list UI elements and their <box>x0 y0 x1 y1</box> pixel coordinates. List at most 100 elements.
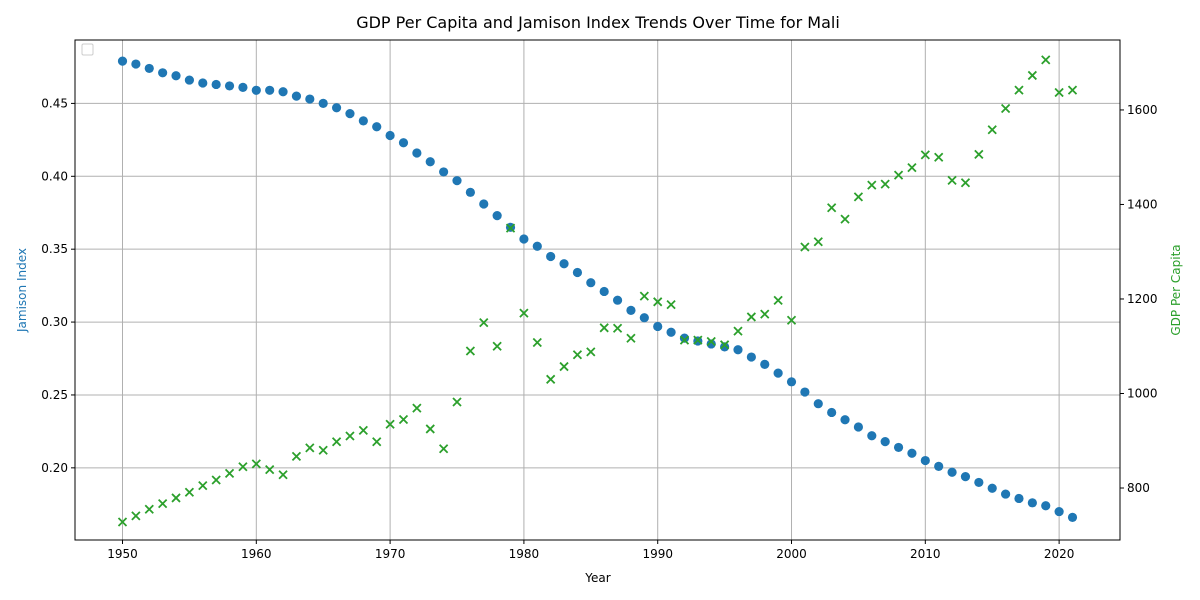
jamison-point <box>586 278 596 288</box>
jamison-point <box>519 234 529 244</box>
jamison-point <box>679 333 690 343</box>
gdp-point <box>184 487 195 497</box>
gdp-point <box>305 443 315 453</box>
jamison-point <box>1054 506 1064 517</box>
jamison-point <box>117 56 128 66</box>
gdp-point <box>198 481 208 491</box>
jamison-point <box>171 71 181 81</box>
gdp-point <box>572 350 583 360</box>
legend-box[interactable] <box>81 43 94 56</box>
left-y-tick-label: 0.20 <box>41 461 68 475</box>
gdp-point <box>438 444 449 454</box>
gdp-point <box>1014 85 1024 95</box>
gdp-point <box>974 149 984 160</box>
gdp-point <box>1054 87 1064 98</box>
jamison-point <box>947 467 957 477</box>
jamison-point <box>599 286 609 297</box>
x-axis-label: Year <box>584 571 610 585</box>
gdp-point <box>559 361 569 372</box>
jamison-point <box>666 327 676 337</box>
gdp-point <box>238 462 248 472</box>
jamison-point <box>639 313 649 323</box>
jamison-point <box>198 78 208 88</box>
gdp-point <box>827 203 837 213</box>
jamison-point <box>827 407 837 418</box>
gdp-point <box>1000 103 1011 114</box>
jamison-point <box>318 98 328 109</box>
gdp-point <box>639 291 649 301</box>
gdp-point <box>733 326 743 336</box>
gdp-point <box>907 162 917 173</box>
gdp-point <box>813 237 823 247</box>
jamison-point <box>278 87 288 97</box>
gdp-point <box>532 337 542 348</box>
jamison-point <box>907 448 917 458</box>
jamison-point <box>158 68 168 78</box>
jamison-point <box>920 455 930 466</box>
gdp-point <box>479 317 489 328</box>
gdp-point <box>224 468 235 479</box>
jamison-point <box>546 251 556 262</box>
right-y-axis-label: GDP Per Capita <box>1169 244 1183 335</box>
gdp-point <box>653 297 663 307</box>
gdp-point <box>385 419 395 429</box>
left-y-tick-label: 0.40 <box>41 169 68 183</box>
jamison-point <box>465 187 475 197</box>
gdp-point <box>465 346 476 356</box>
right-y-axis-ticks: 800 1000 1200 1400 1600 <box>1120 103 1158 495</box>
jamison-point <box>800 387 810 397</box>
jamison-point <box>331 103 342 113</box>
gdp-point <box>452 397 462 407</box>
jamison-point <box>439 167 449 177</box>
left-y-tick-label: 0.45 <box>41 96 68 110</box>
jamison-point <box>880 437 890 447</box>
gdp-point <box>612 323 623 333</box>
jamison-point <box>934 461 944 471</box>
jamison-point <box>813 399 823 409</box>
gdp-point <box>331 437 342 447</box>
jamison-point <box>144 63 154 74</box>
right-y-tick-label: 1000 <box>1127 386 1158 400</box>
jamison-point <box>224 81 235 91</box>
gdp-point <box>867 180 877 190</box>
jamison-point <box>452 176 462 186</box>
gdp-point <box>893 170 904 180</box>
jamison-point <box>840 415 850 425</box>
gdp-point <box>505 223 516 233</box>
left-y-axis-ticks: 0.20 0.25 0.30 0.35 0.40 0.45 <box>41 96 75 475</box>
jamison-point <box>853 422 864 432</box>
jamison-point <box>479 199 489 209</box>
gdp-point <box>920 150 930 160</box>
gdp-point <box>934 152 944 162</box>
gdp-point <box>158 498 168 509</box>
gdp-point <box>773 295 783 306</box>
jamison-point <box>184 75 195 85</box>
gdp-point <box>345 431 355 441</box>
gdp-point <box>706 336 716 347</box>
gdp-point <box>679 335 690 345</box>
gdp-point <box>880 179 890 189</box>
jamison-point <box>786 377 797 387</box>
gdp-point <box>211 475 221 485</box>
jamison-point <box>425 157 435 167</box>
x-tick-label: 2000 <box>776 547 807 561</box>
x-tick-label: 1950 <box>107 547 138 561</box>
x-tick-label: 2010 <box>910 547 941 561</box>
jamison-point <box>492 211 502 221</box>
gdp-point <box>425 424 435 434</box>
left-y-axis-label: Jamison Index <box>15 248 29 333</box>
gdp-point <box>960 178 971 188</box>
jamison-point <box>358 116 368 126</box>
jamison-point <box>720 342 730 352</box>
gdp-point <box>1027 70 1037 81</box>
gdp-point <box>171 493 181 503</box>
gdp-point <box>251 459 261 469</box>
gdp-point <box>546 374 556 384</box>
jamison-point <box>706 339 716 349</box>
jamison-point <box>760 359 770 369</box>
jamison-point <box>385 130 395 141</box>
chart-title: GDP Per Capita and Jamison Index Trends … <box>356 13 840 32</box>
jamison-point <box>345 109 355 119</box>
grid-layer <box>75 40 1120 540</box>
